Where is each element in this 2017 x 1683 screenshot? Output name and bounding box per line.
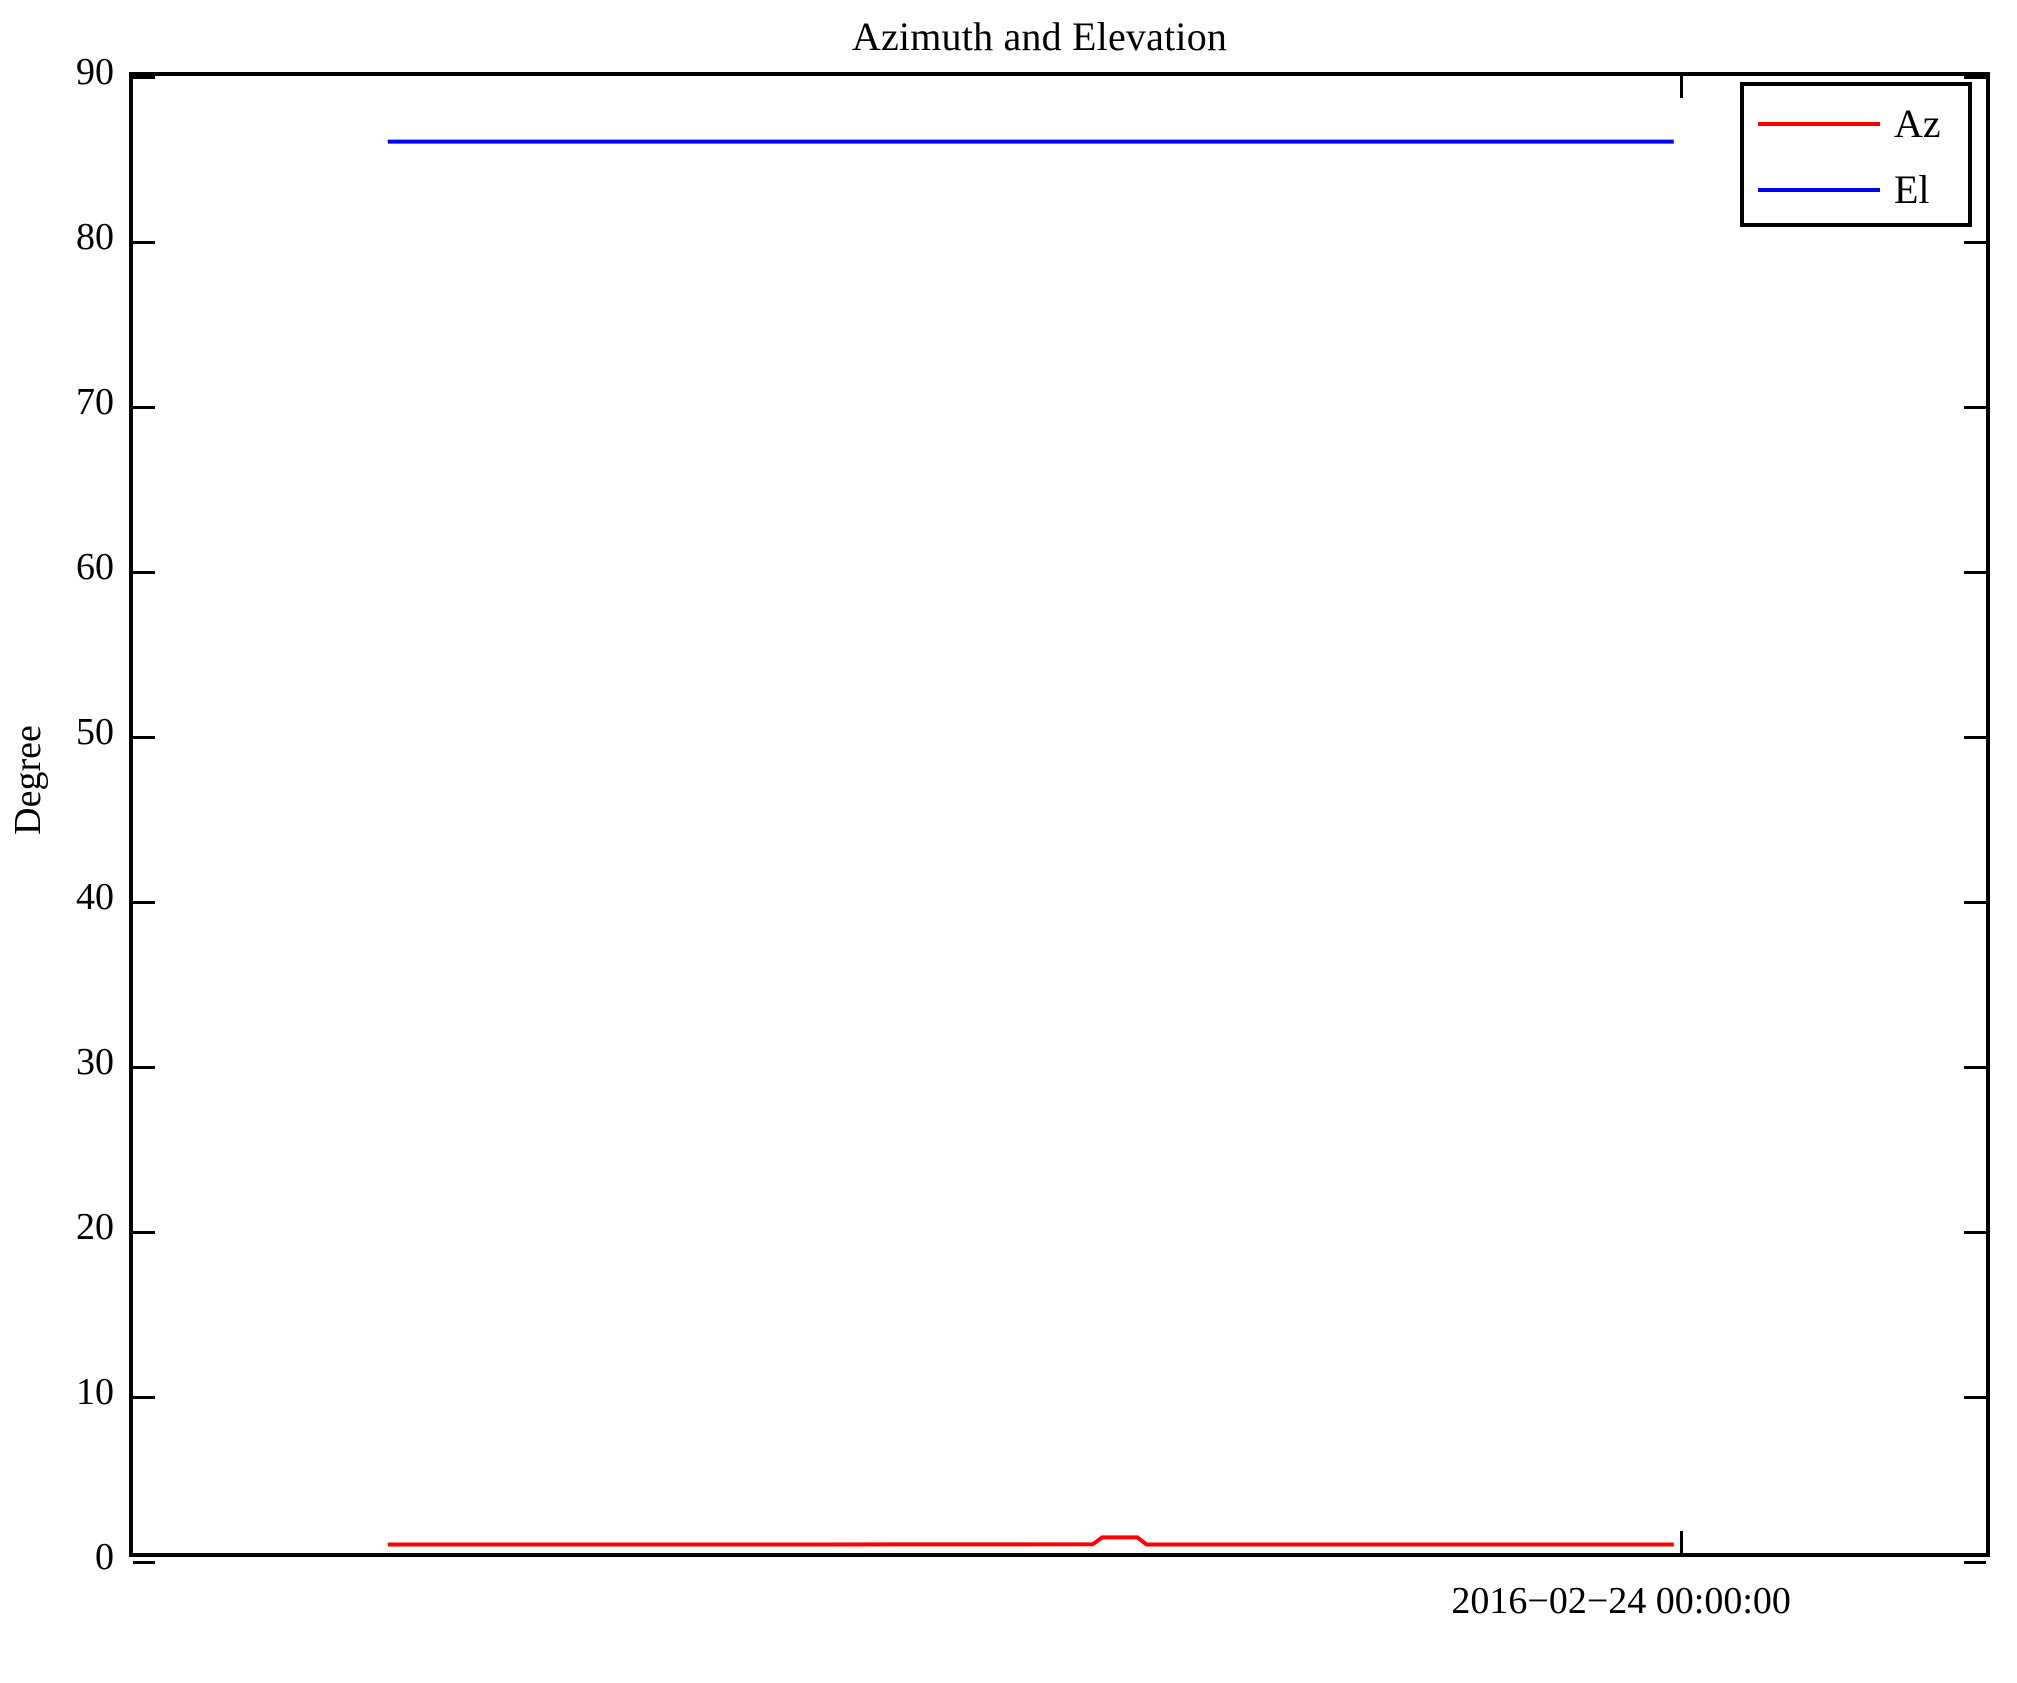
legend-label-el: El (1894, 166, 1930, 212)
y-tick-mark (133, 76, 155, 79)
legend-swatch-az (1758, 121, 1880, 126)
y-tick-label: 30 (76, 1041, 114, 1083)
y-tick-mark (133, 1231, 155, 1234)
y-tick-mark (133, 736, 155, 739)
series-line-az (388, 1537, 1674, 1544)
y-tick-label: 50 (76, 711, 114, 753)
legend-entry-az[interactable]: Az (1744, 92, 1968, 155)
x-tick-mark (1680, 1531, 1684, 1553)
page-title: Azimuth and Elevation (851, 14, 1228, 59)
y-tick-mark-right (1964, 1396, 1986, 1399)
y-tick-label: 60 (76, 546, 114, 588)
y-tick-mark (133, 241, 155, 244)
y-tick-label: 10 (76, 1371, 114, 1413)
y-tick-mark-right (1964, 1231, 1986, 1234)
legend-entry-el[interactable]: El (1744, 158, 1968, 221)
y-tick-mark (133, 571, 155, 574)
y-tick-mark (133, 406, 155, 409)
y-tick-mark-right (1964, 241, 1986, 244)
data-series-layer (133, 76, 1986, 1553)
y-tick-mark (133, 1561, 155, 1564)
y-tick-mark-right (1964, 1066, 1986, 1069)
y-tick-mark (133, 901, 155, 904)
y-tick-mark-right (1964, 1561, 1986, 1564)
y-tick-mark (133, 1066, 155, 1069)
y-tick-mark (133, 1396, 155, 1399)
y-tick-mark-right (1964, 901, 1986, 904)
y-tick-label: 90 (76, 51, 114, 93)
y-tick-label: 70 (76, 381, 114, 423)
y-tick-label: 40 (76, 876, 114, 918)
y-tick-label: 0 (95, 1536, 114, 1578)
y-tick-label: 80 (76, 216, 114, 258)
y-tick-mark-right (1964, 406, 1986, 409)
y-tick-label: 20 (76, 1206, 114, 1248)
y-tick-mark-right (1964, 736, 1986, 739)
legend-swatch-el (1758, 187, 1880, 192)
y-tick-mark-right (1964, 571, 1986, 574)
plot-area (129, 72, 1990, 1564)
legend-label-az: Az (1894, 100, 1941, 146)
y-tick-mark-right (1964, 76, 1986, 79)
x-axis-tick-label: 2016−02−24 00:00:00 (1451, 1580, 1791, 1622)
legend-box: Az El (1740, 82, 1972, 227)
x-tick-mark-top (1680, 76, 1684, 98)
